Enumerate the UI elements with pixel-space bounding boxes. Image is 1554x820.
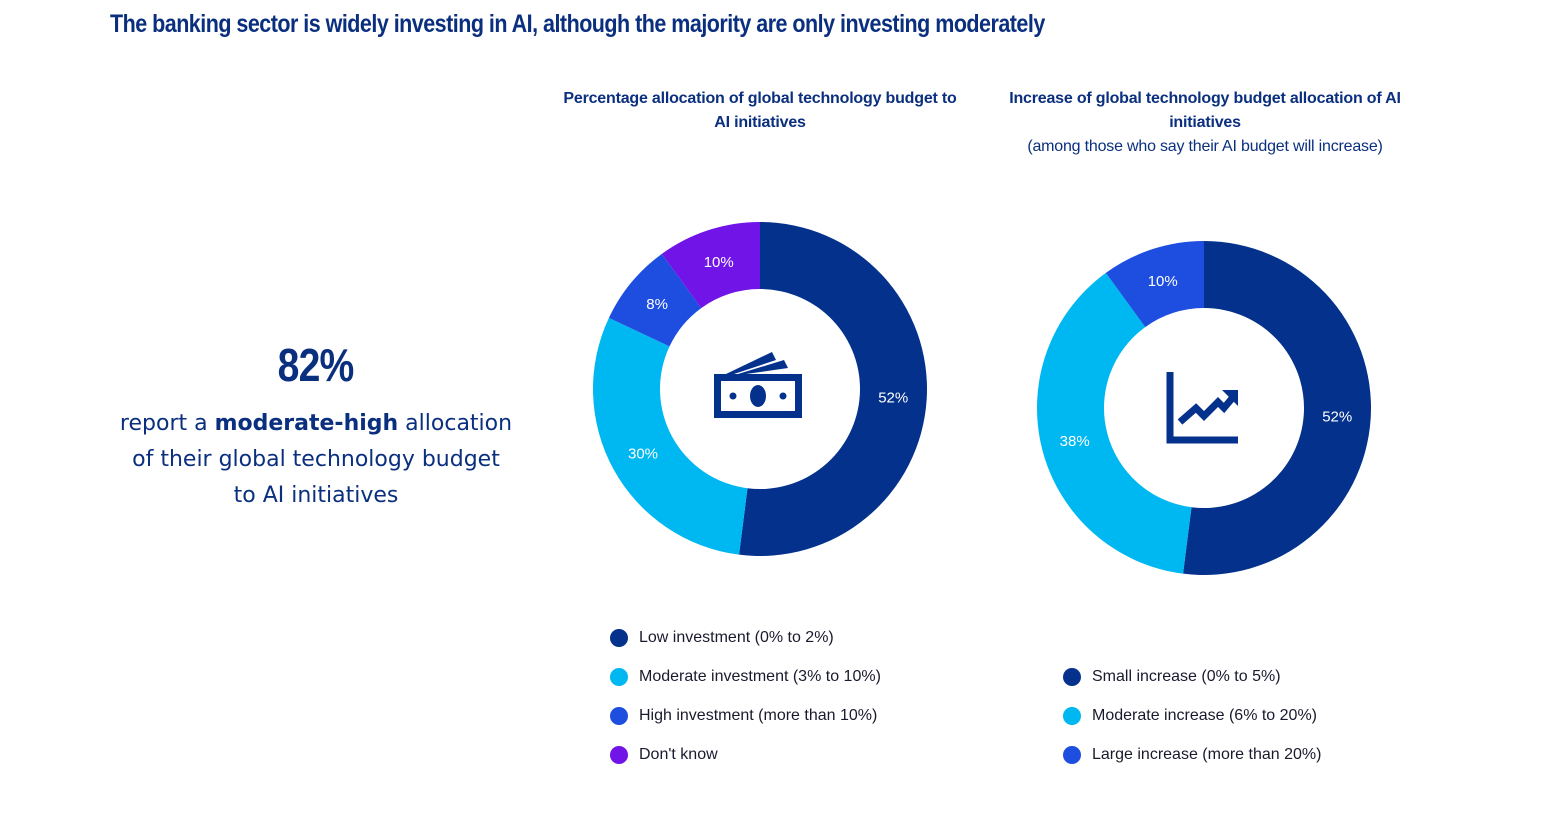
chart-subtitle: (among those who say their AI budget wil… xyxy=(1027,138,1383,155)
legend-swatch-icon xyxy=(610,628,628,647)
legend-label: Moderate investment (3% to 10%) xyxy=(639,667,881,685)
key-stat: 82% report a moderate-high allocation of… xyxy=(100,338,532,514)
increase-legend-item: Large increase (more than 20%) xyxy=(1063,735,1321,774)
legend-swatch-icon xyxy=(610,667,628,686)
allocation-slice-1 xyxy=(593,317,748,555)
increase-slice-label-1: 38% xyxy=(1060,433,1090,450)
key-stat-description: report a moderate-high allocation of the… xyxy=(100,406,532,514)
chart-title-text: Increase of global technology budget all… xyxy=(1009,90,1401,131)
legend-label: Moderate increase (6% to 20%) xyxy=(1092,706,1317,724)
increase-slice-2 xyxy=(1105,241,1204,328)
allocation-slice-label-2: 8% xyxy=(646,296,668,313)
increase-legend-item: Moderate increase (6% to 20%) xyxy=(1063,696,1321,735)
key-stat-value: 82% xyxy=(278,339,355,391)
legend-swatch-icon xyxy=(1063,667,1081,686)
legend-label: High investment (more than 10%) xyxy=(639,706,878,724)
stat-text-before: report a xyxy=(119,411,215,436)
legend-label: Low investment (0% to 2%) xyxy=(639,628,834,646)
allocation-slice-label-1: 30% xyxy=(628,445,658,462)
chart-title-increase: Increase of global technology budget all… xyxy=(985,87,1425,159)
allocation-slice-2 xyxy=(608,253,702,347)
legend-increase: Small increase (0% to 5%) Moderate increa… xyxy=(1063,657,1321,774)
allocation-slice-label-0: 52% xyxy=(878,389,908,406)
increase-slice-label-2: 10% xyxy=(1148,273,1178,290)
legend-label: Don't know xyxy=(639,745,718,763)
allocation-slice-label-3: 10% xyxy=(704,254,734,271)
legend-swatch-icon xyxy=(610,745,628,764)
allocation-legend-item: Don't know xyxy=(610,735,881,774)
increase-slice-label-0: 52% xyxy=(1322,408,1352,425)
allocation-legend-item: High investment (more than 10%) xyxy=(610,696,881,735)
legend-label: Large increase (more than 20%) xyxy=(1092,745,1322,763)
growth-chart-icon xyxy=(1166,372,1238,444)
allocation-slice-0 xyxy=(739,222,927,556)
legend-swatch-icon xyxy=(610,706,628,725)
increase-slice-0 xyxy=(1183,241,1371,575)
money-icon xyxy=(714,352,802,418)
allocation-legend-item: Moderate investment (3% to 10%) xyxy=(610,657,881,696)
chart-title-allocation: Percentage allocation of global technolo… xyxy=(560,87,960,135)
stat-text-after: allocation xyxy=(398,411,513,436)
donut-chart-increase: 52% 38% 10% xyxy=(1037,241,1371,575)
donut-chart-allocation: 52% 30% 8% 10% xyxy=(593,222,927,556)
chart-title-text: Percentage allocation of global technolo… xyxy=(563,90,957,131)
page-title: The banking sector is widely investing i… xyxy=(110,10,1045,38)
legend-swatch-icon xyxy=(1063,745,1081,764)
legend-swatch-icon xyxy=(1063,706,1081,725)
legend-allocation: Low investment (0% to 2%) Moderate invest… xyxy=(610,618,881,774)
increase-legend-item: Small increase (0% to 5%) xyxy=(1063,657,1321,696)
allocation-legend-item: Low investment (0% to 2%) xyxy=(610,618,881,657)
stat-text-line3: to AI initiatives xyxy=(233,483,399,508)
allocation-slice-3 xyxy=(661,222,760,309)
stat-text-bold: moderate-high xyxy=(214,411,399,436)
increase-slice-1 xyxy=(1037,272,1192,574)
stat-text-line2: of their global technology budget xyxy=(132,447,500,472)
legend-label: Small increase (0% to 5%) xyxy=(1092,667,1281,685)
